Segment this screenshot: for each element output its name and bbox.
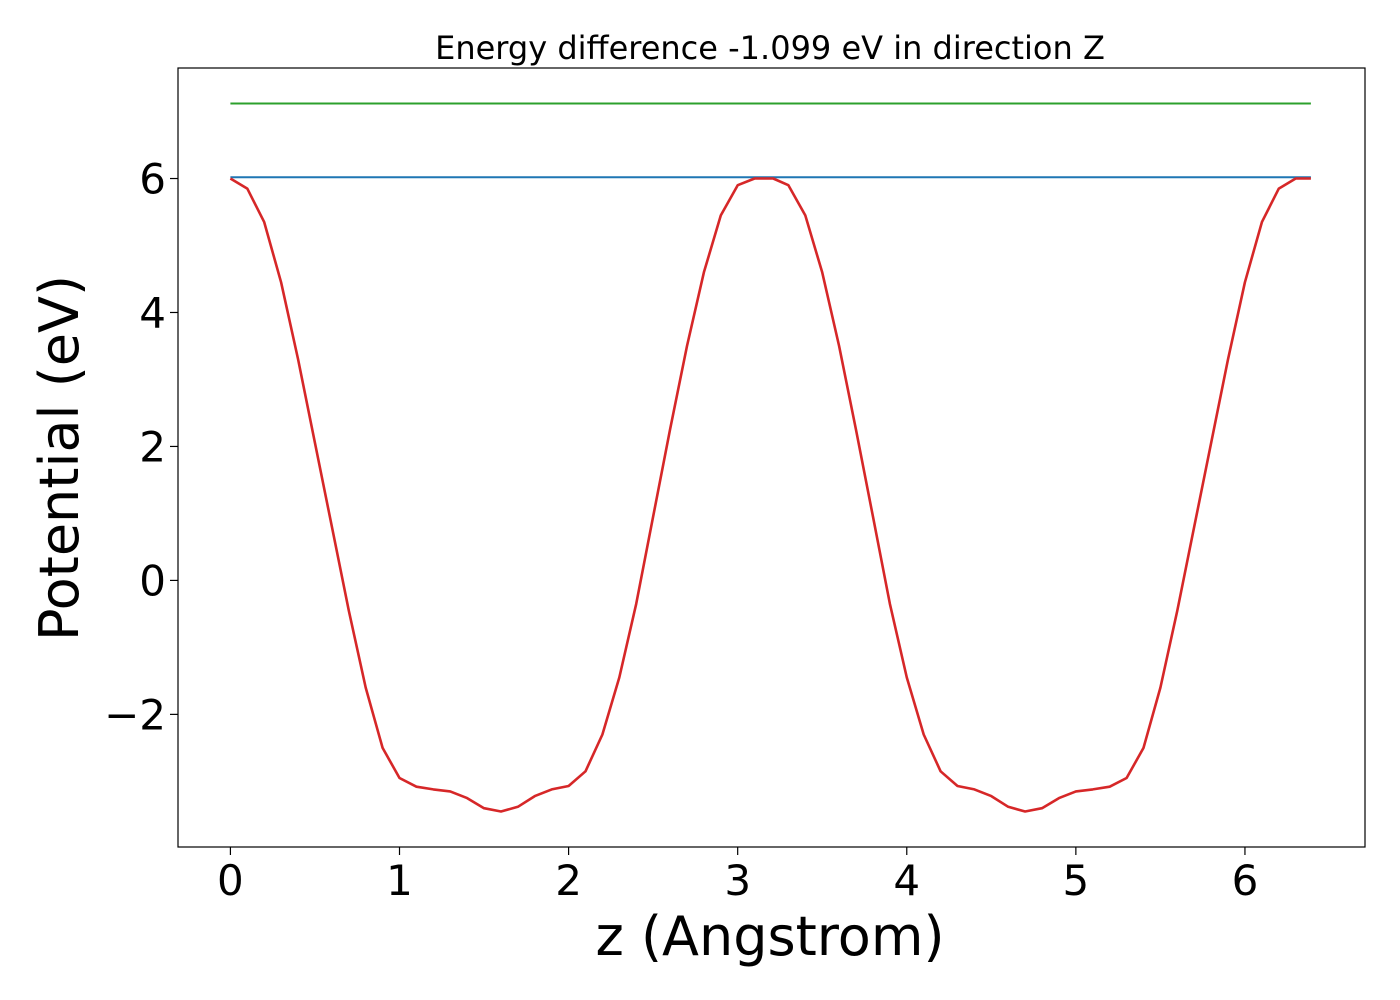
- y-tick-label: 6: [139, 155, 166, 204]
- x-tick-label: 5: [1062, 856, 1089, 905]
- x-tick-label: 6: [1232, 856, 1259, 905]
- series-line-0: [229, 177, 1311, 813]
- x-tick-label: 3: [724, 856, 751, 905]
- plot-area-frame: [177, 67, 1366, 848]
- x-tick-label: 4: [893, 856, 920, 905]
- x-tick-label: 2: [555, 856, 582, 905]
- x-tick-label: 0: [217, 856, 244, 905]
- series-layer: [229, 102, 1311, 813]
- x-axis-title: z (Angstrom): [595, 905, 944, 968]
- x-axis: 0 1 2 3 4 5 6: [217, 847, 1258, 905]
- y-tick-label: 2: [139, 422, 166, 471]
- chart-title: Energy difference -1.099 eV in direction…: [435, 29, 1105, 67]
- y-tick-label: 4: [139, 288, 166, 337]
- y-tick-label: −2: [104, 690, 166, 739]
- y-axis: −2 0 2 4 6: [104, 155, 178, 739]
- y-axis-title: Potential (eV): [28, 275, 91, 641]
- y-tick-label: 0: [139, 556, 166, 605]
- x-tick-label: 1: [386, 856, 413, 905]
